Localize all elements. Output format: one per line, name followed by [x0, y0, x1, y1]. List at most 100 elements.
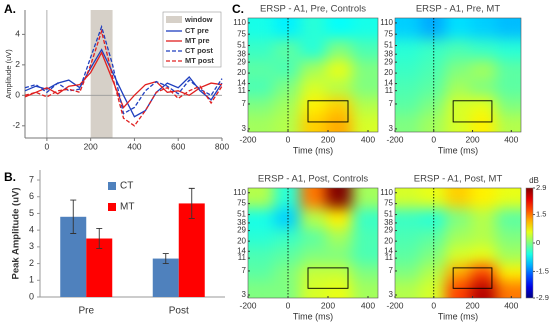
y-tick-label: 75 — [384, 29, 393, 38]
title: ERSP - A1, Pre, MT — [416, 4, 500, 15]
legend-label: MT — [120, 202, 134, 213]
heatmap-cell — [445, 227, 472, 247]
y-tick-label: 38 — [237, 218, 246, 227]
heatmap-cell — [248, 77, 275, 98]
heatmap-cell — [445, 96, 472, 115]
roi-box — [307, 100, 349, 123]
heatmap-cell — [420, 96, 446, 115]
y-tick-label: 38 — [237, 49, 246, 58]
x-tick-label: 0 — [431, 300, 436, 310]
title: ERSP - A1, Post, Controls — [258, 174, 368, 185]
heatmap-cell — [274, 245, 301, 265]
legend-label: CT post — [185, 46, 213, 55]
colorbar-tick-label: -1.5 — [536, 266, 549, 275]
heatmap-cell — [274, 77, 301, 98]
heatmap-cell — [300, 113, 327, 132]
y-tick-label: 38 — [384, 49, 393, 58]
y-tick-label: 0 — [29, 291, 34, 301]
y-tick-label: 75 — [384, 199, 393, 208]
heatmap-cell — [248, 207, 275, 229]
y-tick-label: 29 — [237, 57, 246, 66]
plot-frame — [394, 17, 522, 133]
heatmap-cell — [445, 18, 472, 39]
heatmap-cell — [395, 207, 421, 229]
heatmap-cell — [470, 263, 497, 282]
x-axis-label: Time (ms) — [293, 311, 333, 321]
heatmap-cell — [274, 113, 301, 132]
heatmap-cell — [470, 245, 497, 265]
heatmap-cells — [248, 18, 378, 132]
heatmap-cell — [326, 59, 353, 79]
heatmap-cell — [326, 280, 353, 298]
y-tick-label: 110 — [380, 18, 393, 27]
heatmap-cell — [470, 59, 497, 79]
colorbar-tick-label: -2.9 — [536, 293, 549, 302]
y-tick-label: 38 — [384, 218, 393, 227]
y-tick-label: 110 — [233, 18, 246, 27]
heatmap-cell — [395, 227, 421, 247]
heatmap — [248, 18, 378, 132]
heatmap-cell — [445, 113, 472, 132]
x-tick-label: -200 — [239, 300, 256, 310]
y-tick-label: 0 — [15, 90, 20, 100]
y-tick-label: 11 — [385, 86, 394, 95]
panel-label: B. — [4, 170, 16, 184]
y-tick-label: 6 — [29, 191, 34, 201]
heatmap-cell — [352, 96, 378, 115]
heatmap-cell — [326, 38, 353, 60]
heatmap-cell — [445, 263, 472, 282]
x-tick-label: 800 — [215, 141, 229, 151]
heatmap-cell — [495, 113, 521, 132]
x-tick-label: -200 — [386, 134, 403, 144]
x-tick-label: 200 — [321, 134, 335, 144]
y-tick-label: 3 — [242, 124, 247, 133]
y-tick-label: 7 — [389, 99, 394, 108]
y-tick-label: 7 — [242, 99, 247, 108]
colorbar-tick-label: 1.5 — [536, 210, 546, 219]
y-tick-label: 3 — [29, 241, 34, 251]
x-tick-label: 0 — [286, 134, 291, 144]
heatmap-cell — [326, 188, 353, 209]
heatmap-cell — [445, 188, 472, 209]
heatmap-cell — [395, 245, 421, 265]
heatmap-cell — [248, 188, 275, 209]
colorbar — [525, 187, 534, 299]
x-tick-label: 400 — [361, 300, 375, 310]
y-tick-label: 14 — [237, 79, 246, 88]
heatmap-cell — [495, 263, 521, 282]
heatmap-cell — [274, 227, 301, 247]
y-tick-label: 110 — [380, 188, 393, 197]
heatmap-cell — [445, 207, 472, 229]
x-tick-label: 400 — [127, 141, 141, 151]
heatmap-cell — [470, 77, 497, 98]
y-axis-label: Amplitude (uV) — [4, 49, 13, 99]
x-axis-label: Time (ms) — [438, 311, 478, 321]
heatmap-cell — [326, 18, 353, 39]
heatmap-cell — [352, 280, 378, 298]
x-tick-label: 0 — [431, 134, 436, 144]
colorbar-tick-label: 2.9 — [536, 183, 546, 192]
error-bar — [162, 253, 169, 265]
heatmap-cell — [274, 188, 301, 209]
y-tick-label: 29 — [384, 226, 393, 235]
heatmap — [395, 188, 521, 298]
y-tick-label: 11 — [238, 253, 247, 262]
window-band — [90, 10, 113, 138]
x-tick-label: 0 — [286, 300, 291, 310]
heatmap-cell — [470, 113, 497, 132]
heatmap-cell — [274, 59, 301, 79]
error-bar — [96, 228, 103, 249]
heatmap-cell — [274, 280, 301, 298]
y-tick-label: 7 — [389, 266, 394, 275]
heatmap-cell — [248, 96, 275, 115]
y-tick-label: 11 — [238, 86, 247, 95]
heatmap-cell — [395, 113, 421, 132]
y-tick-label: 2 — [29, 258, 34, 268]
y-tick-label: 1 — [29, 275, 34, 285]
colorbar-label: dB — [529, 176, 539, 185]
legend-label: MT pre — [185, 36, 210, 45]
panel-label: C. — [232, 2, 244, 16]
heatmap-cell — [470, 207, 497, 229]
legend-swatch — [166, 16, 182, 23]
